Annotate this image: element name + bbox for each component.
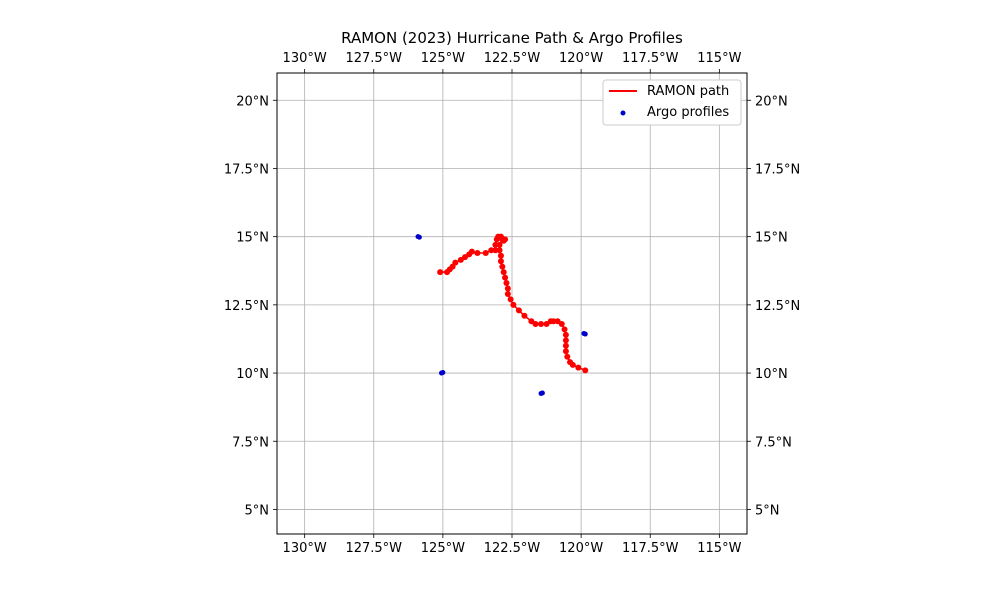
ramon-path-point — [562, 348, 569, 355]
tick-label-lon-bottom: 127.5°W — [345, 541, 402, 556]
tick-label-lon-bottom: 122.5°W — [484, 541, 541, 556]
tick-label-lat-right: 7.5°N — [755, 435, 792, 450]
ramon-path-point — [502, 274, 509, 281]
ramon-path-point — [543, 320, 550, 327]
ramon-path-point — [554, 318, 561, 325]
tick-label-lon-top: 130°W — [283, 51, 327, 66]
ramon-path-point — [561, 326, 568, 333]
ramon-path-point — [492, 241, 499, 248]
tick-label-lon-top: 115°W — [697, 51, 741, 66]
tick-label-lon-bottom: 130°W — [283, 541, 327, 556]
legend-argo-swatch — [620, 110, 626, 116]
ramon-path-point — [562, 337, 569, 344]
hurricane-path — [437, 233, 589, 374]
ramon-path-point — [493, 236, 500, 243]
ramon-path-point — [500, 269, 507, 276]
ramon-path-point — [482, 250, 489, 257]
tick-label-lat-left: 7.5°N — [232, 435, 269, 450]
tick-label-lat-left: 10°N — [236, 367, 269, 382]
legend: RAMON path Argo profiles — [602, 79, 742, 126]
ramon-path-point — [521, 312, 528, 319]
ramon-path-point — [488, 247, 495, 254]
argo-profiles — [415, 234, 588, 397]
argo-profile-point — [539, 390, 545, 396]
ramon-path-point — [457, 256, 464, 263]
axis-ticks: 130°W 130°W 127.5°W 127.5°W 125°W 125°W 122.5°… — [224, 51, 800, 556]
ramon-path-point — [444, 269, 451, 276]
tick-label-lat-right: 17.5°N — [755, 162, 800, 177]
argo-profile-point — [582, 331, 588, 337]
ramon-path-point — [507, 296, 514, 303]
ramon-path-point — [510, 301, 517, 308]
tick-label-lat-left: 17.5°N — [224, 162, 269, 177]
legend-box — [602, 79, 742, 126]
tick-label-lon-top: 127.5°W — [345, 51, 402, 66]
tick-label-lat-left: 15°N — [236, 231, 269, 246]
legend-argo-label: Argo profiles — [647, 105, 729, 120]
tick-label-lon-bottom: 115°W — [697, 541, 741, 556]
tick-label-lat-right: 5°N — [755, 503, 780, 518]
ramon-path-point — [504, 285, 511, 292]
ramon-path-point — [567, 359, 574, 366]
chart-title: RAMON (2023) Hurricane Path & Argo Profi… — [341, 29, 683, 47]
tick-label-lon-top: 120°W — [559, 51, 603, 66]
ramon-path-point — [562, 342, 569, 349]
ramon-path-point — [497, 252, 504, 259]
tick-label-lat-right: 20°N — [755, 94, 788, 109]
ramon-path-point — [437, 269, 444, 276]
tick-label-lat-right: 10°N — [755, 367, 788, 382]
ramon-path-point — [496, 247, 503, 254]
legend-path-label: RAMON path — [647, 84, 729, 99]
tick-label-lat-right: 12.5°N — [755, 299, 800, 314]
ramon-path-point — [496, 241, 503, 248]
argo-profile-point — [440, 370, 446, 376]
tick-label-lon-bottom: 120°W — [559, 541, 603, 556]
tick-label-lat-left: 12.5°N — [224, 299, 269, 314]
ramon-path-point — [497, 258, 504, 265]
tick-label-lat-left: 20°N — [236, 94, 269, 109]
tick-label-lat-left: 5°N — [245, 503, 270, 518]
ramon-path-point — [492, 247, 499, 254]
ramon-path-point — [582, 367, 589, 374]
tick-label-lon-bottom: 117.5°W — [622, 541, 679, 556]
tick-label-lon-top: 122.5°W — [484, 51, 541, 66]
ramon-path-point — [538, 320, 545, 327]
ramon-path-point — [499, 263, 506, 270]
argo-profile-point — [416, 234, 422, 240]
tick-label-lon-bottom: 125°W — [421, 541, 465, 556]
ramon-path-point — [474, 250, 481, 257]
tick-label-lon-top: 117.5°W — [622, 51, 679, 66]
ramon-path-point — [528, 318, 535, 325]
ramon-path-point — [562, 331, 569, 338]
ramon-path-point — [503, 280, 510, 287]
tick-label-lon-top: 125°W — [421, 51, 465, 66]
ramon-path-point — [504, 290, 511, 297]
ramon-path-point — [575, 364, 582, 371]
ramon-path-point — [564, 353, 571, 360]
tick-label-lat-right: 15°N — [755, 231, 788, 246]
ramon-path-point — [515, 307, 522, 314]
